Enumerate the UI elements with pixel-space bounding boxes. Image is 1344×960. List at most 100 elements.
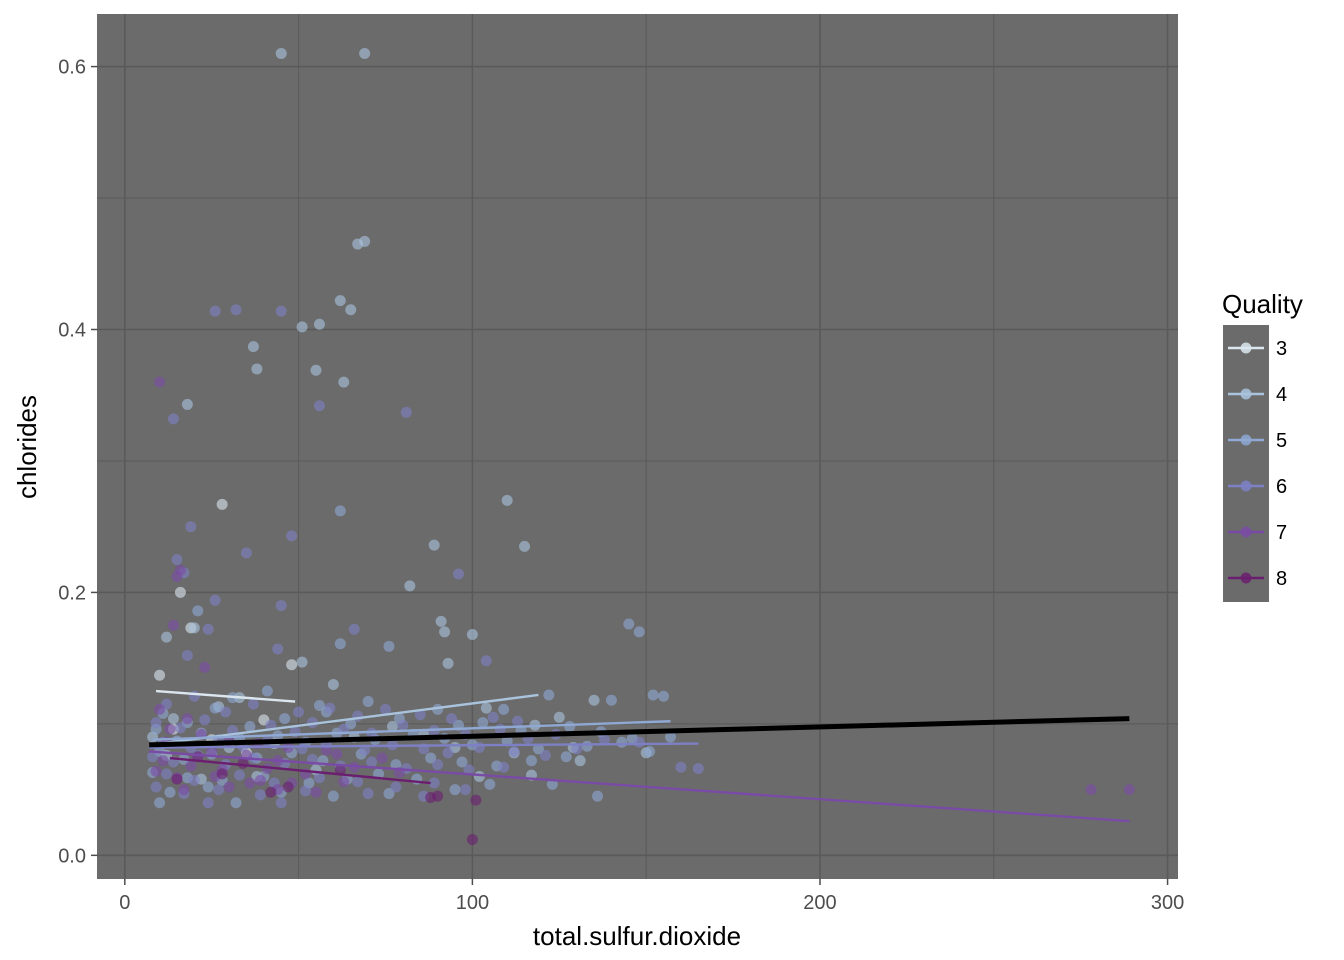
- data-point: [181, 713, 193, 725]
- data-point: [150, 781, 162, 793]
- data-point: [313, 400, 325, 412]
- legend-label: 6: [1276, 476, 1287, 498]
- data-point: [327, 678, 339, 690]
- data-point: [352, 776, 364, 788]
- data-point: [665, 731, 677, 743]
- legend-key-point: [1240, 434, 1252, 446]
- data-point: [185, 760, 197, 772]
- legend-title: Quality: [1222, 289, 1303, 319]
- trend-line: [169, 756, 431, 785]
- data-point: [442, 747, 454, 759]
- data-point: [282, 781, 294, 793]
- data-point: [692, 763, 704, 775]
- data-point: [202, 781, 214, 793]
- legend-key-background: [1223, 325, 1269, 602]
- data-point: [230, 797, 242, 809]
- trend-line: [152, 720, 671, 741]
- data-point: [161, 631, 173, 643]
- data-point: [442, 657, 454, 669]
- data-point: [362, 696, 374, 708]
- data-point: [185, 521, 197, 533]
- data-point: [247, 341, 259, 353]
- data-point: [209, 594, 221, 606]
- data-point: [167, 619, 179, 631]
- data-point: [359, 235, 371, 247]
- data-point: [327, 790, 339, 802]
- data-point: [383, 640, 395, 652]
- data-point: [532, 743, 544, 755]
- data-point: [188, 622, 200, 634]
- data-point: [220, 706, 232, 718]
- data-point: [480, 702, 492, 714]
- data-point: [501, 735, 513, 747]
- major-gridlines: [97, 14, 1178, 879]
- data-point: [310, 786, 322, 798]
- data-point: [171, 773, 183, 785]
- data-point: [605, 694, 617, 706]
- data-point: [539, 749, 551, 761]
- trend-lines: [148, 689, 1130, 823]
- data-point: [167, 713, 179, 725]
- legend-label: 3: [1276, 338, 1287, 360]
- data-point: [386, 721, 398, 733]
- data-point: [400, 406, 412, 418]
- plot-panel: [97, 14, 1178, 879]
- data-point: [508, 745, 520, 757]
- data-point: [296, 743, 308, 755]
- data-point: [251, 363, 263, 375]
- data-point: [484, 778, 496, 790]
- legend-entries: 3 4 5 6 7 8: [1228, 338, 1287, 590]
- data-point: [432, 790, 444, 802]
- legend-label: 7: [1276, 522, 1287, 544]
- data-point: [404, 580, 416, 592]
- data-point: [553, 711, 565, 723]
- data-point: [425, 752, 437, 764]
- data-point: [414, 709, 426, 721]
- data-point: [623, 618, 635, 630]
- data-point: [675, 761, 687, 773]
- data-point: [167, 413, 179, 425]
- x-axis-ticks: 0 100 200 300: [119, 879, 1184, 914]
- data-point: [313, 318, 325, 330]
- trend-line: [155, 689, 296, 703]
- data-point: [216, 768, 228, 780]
- data-point: [473, 742, 485, 754]
- data-point: [272, 643, 284, 655]
- data-point: [560, 751, 572, 763]
- data-point: [244, 777, 256, 789]
- data-point: [658, 690, 670, 702]
- data-point: [338, 376, 350, 388]
- data-point: [480, 655, 492, 667]
- data-point: [459, 784, 471, 796]
- data-point: [300, 785, 312, 797]
- data-point: [359, 47, 371, 59]
- x-tick-label: 300: [1151, 892, 1184, 914]
- data-point: [192, 605, 204, 617]
- data-point: [473, 770, 485, 782]
- data-point: [512, 715, 524, 727]
- data-point: [428, 777, 440, 789]
- data-point: [1123, 784, 1135, 796]
- data-point: [202, 623, 214, 635]
- data-point: [150, 765, 162, 777]
- data-point: [616, 736, 628, 748]
- data-point: [331, 748, 343, 760]
- legend-label: 8: [1276, 568, 1287, 590]
- data-point: [178, 784, 190, 796]
- data-point: [546, 778, 558, 790]
- data-point: [452, 568, 464, 580]
- legend-label: 5: [1276, 430, 1287, 452]
- data-point: [334, 764, 346, 776]
- data-point: [383, 788, 395, 800]
- data-point: [366, 756, 378, 768]
- data-point: [581, 740, 593, 752]
- data-point: [230, 304, 242, 316]
- y-tick-label: 0.0: [58, 845, 86, 867]
- data-point: [275, 47, 287, 59]
- data-point: [592, 790, 604, 802]
- data-point: [164, 786, 176, 798]
- data-point: [154, 376, 166, 388]
- data-point: [154, 797, 166, 809]
- data-point: [293, 706, 305, 718]
- data-point: [366, 727, 378, 739]
